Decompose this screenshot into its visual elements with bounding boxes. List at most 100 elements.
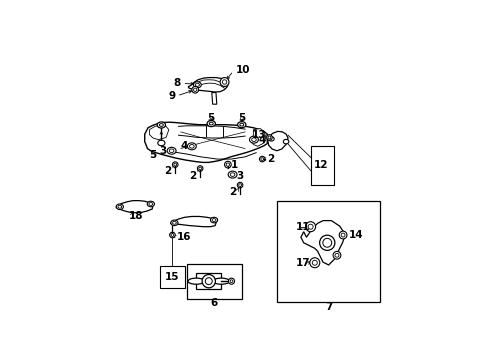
Bar (310, 146, 333, 185)
Circle shape (198, 167, 201, 170)
Ellipse shape (149, 203, 152, 206)
Text: 2: 2 (266, 154, 273, 164)
Ellipse shape (189, 144, 194, 148)
Circle shape (334, 253, 338, 257)
Circle shape (220, 77, 228, 86)
Circle shape (171, 234, 173, 237)
Text: 1: 1 (231, 159, 238, 170)
Circle shape (307, 224, 312, 229)
Circle shape (230, 280, 232, 283)
Text: 13: 13 (251, 130, 265, 140)
Text: 17: 17 (295, 258, 309, 268)
Polygon shape (267, 131, 287, 151)
Ellipse shape (237, 122, 245, 128)
Text: 9: 9 (168, 91, 175, 102)
Ellipse shape (230, 173, 234, 176)
Circle shape (228, 278, 234, 284)
Ellipse shape (195, 83, 199, 86)
Circle shape (259, 156, 264, 162)
Text: 5: 5 (149, 150, 156, 159)
Ellipse shape (249, 136, 258, 143)
Text: 12: 12 (313, 161, 327, 170)
Polygon shape (116, 201, 153, 213)
Ellipse shape (319, 235, 334, 251)
Ellipse shape (172, 221, 176, 224)
Text: 3: 3 (236, 171, 244, 181)
Polygon shape (249, 129, 265, 146)
Ellipse shape (212, 219, 216, 221)
Polygon shape (196, 273, 221, 289)
Polygon shape (211, 93, 216, 104)
Polygon shape (300, 221, 345, 265)
Text: 16: 16 (176, 232, 190, 242)
Circle shape (226, 163, 229, 166)
Text: 18: 18 (128, 211, 143, 221)
Text: 15: 15 (164, 272, 179, 282)
Ellipse shape (170, 220, 178, 226)
Text: 2: 2 (164, 166, 171, 176)
Polygon shape (144, 122, 267, 162)
Ellipse shape (207, 121, 215, 127)
Ellipse shape (158, 140, 164, 146)
Circle shape (260, 158, 263, 161)
Circle shape (197, 166, 203, 171)
Text: 10: 10 (235, 64, 249, 75)
Circle shape (312, 260, 317, 265)
Ellipse shape (228, 171, 237, 178)
Text: 4: 4 (180, 141, 187, 151)
Text: 4: 4 (258, 135, 265, 145)
Circle shape (193, 88, 197, 91)
Bar (186, 264, 241, 299)
Circle shape (237, 183, 243, 188)
Polygon shape (149, 126, 168, 140)
Circle shape (339, 231, 346, 239)
Ellipse shape (116, 204, 123, 210)
Circle shape (222, 80, 226, 84)
Ellipse shape (239, 123, 243, 126)
Text: 8: 8 (173, 78, 181, 89)
Circle shape (341, 233, 345, 237)
Text: 2: 2 (228, 187, 236, 197)
Ellipse shape (205, 278, 212, 285)
Ellipse shape (169, 149, 174, 153)
Text: 11: 11 (295, 222, 310, 232)
Ellipse shape (157, 122, 165, 128)
Ellipse shape (159, 123, 163, 126)
Text: 5: 5 (207, 113, 214, 123)
Circle shape (309, 258, 319, 268)
Text: 5: 5 (238, 113, 245, 123)
Text: 6: 6 (210, 298, 218, 308)
Circle shape (169, 232, 175, 238)
Circle shape (238, 184, 241, 186)
Bar (276, 201, 380, 302)
Ellipse shape (118, 205, 122, 208)
Ellipse shape (147, 201, 154, 207)
Ellipse shape (268, 136, 274, 141)
Text: 14: 14 (348, 230, 363, 240)
Circle shape (172, 162, 178, 167)
Ellipse shape (251, 138, 256, 141)
Text: 7: 7 (325, 302, 332, 311)
Ellipse shape (212, 278, 229, 284)
Ellipse shape (187, 278, 204, 284)
Circle shape (173, 163, 176, 166)
Circle shape (224, 161, 231, 168)
Text: 3: 3 (159, 146, 166, 156)
Circle shape (191, 86, 198, 93)
Ellipse shape (202, 275, 215, 288)
Bar (160, 266, 184, 288)
Ellipse shape (167, 147, 176, 154)
Circle shape (332, 251, 340, 259)
Ellipse shape (187, 143, 196, 150)
Ellipse shape (210, 217, 217, 223)
Ellipse shape (209, 122, 213, 125)
Ellipse shape (322, 238, 331, 247)
Ellipse shape (283, 139, 288, 144)
Ellipse shape (193, 82, 201, 88)
Circle shape (305, 222, 315, 232)
Circle shape (267, 136, 270, 139)
Polygon shape (170, 216, 216, 227)
Polygon shape (188, 77, 228, 92)
Circle shape (266, 135, 272, 140)
Text: 2: 2 (189, 171, 196, 181)
